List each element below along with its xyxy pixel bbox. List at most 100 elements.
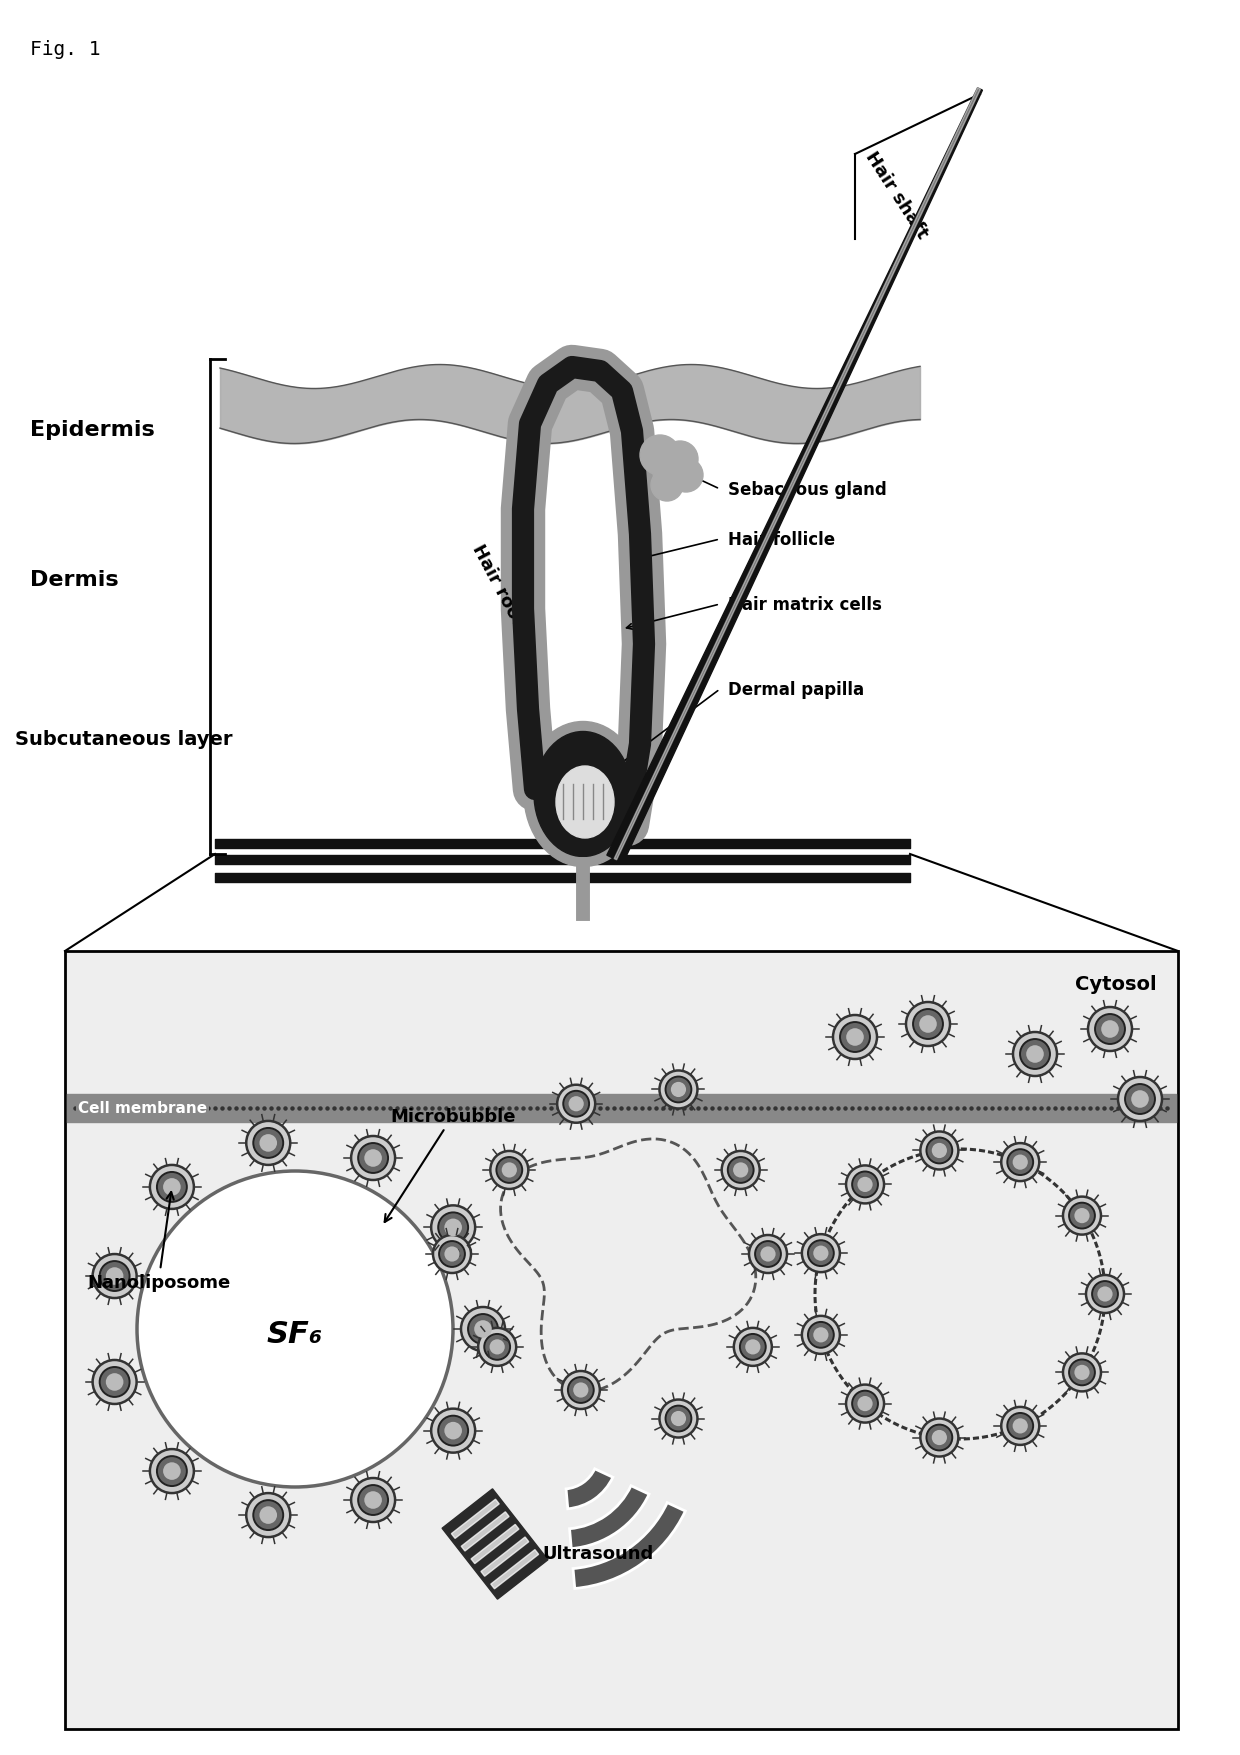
Circle shape xyxy=(164,1178,181,1197)
Circle shape xyxy=(496,1157,522,1183)
Circle shape xyxy=(1063,1353,1101,1392)
Circle shape xyxy=(749,1236,787,1274)
Circle shape xyxy=(438,1416,469,1446)
Text: Subcutaneous layer: Subcutaneous layer xyxy=(15,730,233,749)
Circle shape xyxy=(1027,1046,1044,1064)
Circle shape xyxy=(490,1151,528,1190)
Circle shape xyxy=(671,1411,686,1427)
Polygon shape xyxy=(451,1499,500,1539)
Circle shape xyxy=(920,1418,959,1457)
Circle shape xyxy=(1021,1039,1050,1069)
Circle shape xyxy=(722,1151,760,1190)
Circle shape xyxy=(670,458,703,493)
Polygon shape xyxy=(606,90,982,863)
Circle shape xyxy=(247,1494,290,1537)
Polygon shape xyxy=(64,951,1178,1729)
Circle shape xyxy=(485,1334,510,1360)
Circle shape xyxy=(808,1322,833,1348)
Circle shape xyxy=(1013,1032,1056,1076)
Circle shape xyxy=(568,1378,594,1402)
Text: Nanoliposome: Nanoliposome xyxy=(87,1192,231,1292)
Text: Dermal papilla: Dermal papilla xyxy=(728,681,864,698)
Circle shape xyxy=(813,1246,828,1262)
Circle shape xyxy=(846,1028,864,1046)
Text: Hair root: Hair root xyxy=(469,541,527,628)
Text: SF₆: SF₆ xyxy=(267,1320,324,1350)
Circle shape xyxy=(1074,1209,1090,1223)
Circle shape xyxy=(502,1162,517,1178)
Circle shape xyxy=(351,1135,396,1181)
Circle shape xyxy=(666,1078,692,1102)
Circle shape xyxy=(802,1316,839,1355)
Polygon shape xyxy=(481,1537,528,1576)
Circle shape xyxy=(157,1457,187,1486)
Circle shape xyxy=(913,1009,942,1039)
Circle shape xyxy=(1086,1276,1123,1313)
Circle shape xyxy=(1001,1144,1039,1181)
Circle shape xyxy=(93,1360,136,1404)
Circle shape xyxy=(755,1241,781,1267)
Circle shape xyxy=(733,1162,748,1178)
Wedge shape xyxy=(569,1486,649,1548)
Circle shape xyxy=(438,1213,469,1243)
Circle shape xyxy=(760,1246,775,1262)
Circle shape xyxy=(150,1165,193,1209)
Circle shape xyxy=(358,1485,388,1515)
Circle shape xyxy=(745,1339,760,1355)
Circle shape xyxy=(740,1334,766,1360)
Circle shape xyxy=(253,1501,283,1530)
Circle shape xyxy=(1069,1202,1095,1228)
Circle shape xyxy=(802,1234,839,1272)
Circle shape xyxy=(157,1172,187,1202)
Text: Cytosol: Cytosol xyxy=(1075,974,1157,993)
Polygon shape xyxy=(461,1511,510,1551)
Polygon shape xyxy=(614,90,981,860)
Circle shape xyxy=(1118,1078,1162,1121)
Wedge shape xyxy=(565,1469,613,1509)
Circle shape xyxy=(1007,1413,1033,1439)
Circle shape xyxy=(490,1339,505,1355)
Circle shape xyxy=(813,1327,828,1343)
Circle shape xyxy=(1101,1021,1118,1039)
Text: Ultrasound: Ultrasound xyxy=(542,1544,653,1562)
Circle shape xyxy=(365,1150,382,1167)
Circle shape xyxy=(433,1236,471,1274)
Circle shape xyxy=(931,1143,947,1158)
Circle shape xyxy=(358,1143,388,1174)
Circle shape xyxy=(444,1220,463,1237)
Circle shape xyxy=(439,1241,465,1267)
Text: Sebaceous gland: Sebaceous gland xyxy=(728,481,887,498)
Text: Microbubble: Microbubble xyxy=(384,1107,516,1221)
Text: Hair follicle: Hair follicle xyxy=(728,530,835,549)
Ellipse shape xyxy=(556,767,614,839)
Circle shape xyxy=(474,1320,492,1337)
Circle shape xyxy=(432,1409,475,1453)
Circle shape xyxy=(1095,1014,1125,1044)
Circle shape xyxy=(671,1083,686,1097)
Ellipse shape xyxy=(534,732,632,856)
Text: Hair shaft: Hair shaft xyxy=(862,147,931,242)
Circle shape xyxy=(1013,1155,1028,1171)
Circle shape xyxy=(563,1092,589,1116)
Circle shape xyxy=(660,1400,697,1437)
Circle shape xyxy=(259,1506,277,1523)
Circle shape xyxy=(136,1171,453,1486)
Circle shape xyxy=(1074,1365,1090,1379)
Circle shape xyxy=(365,1492,382,1509)
Circle shape xyxy=(653,455,691,491)
Wedge shape xyxy=(573,1502,686,1588)
Circle shape xyxy=(1092,1281,1118,1307)
Circle shape xyxy=(479,1329,516,1365)
Ellipse shape xyxy=(525,721,642,867)
Circle shape xyxy=(931,1430,947,1446)
Circle shape xyxy=(569,1097,584,1111)
Circle shape xyxy=(351,1478,396,1522)
Circle shape xyxy=(573,1383,589,1397)
Polygon shape xyxy=(491,1550,538,1588)
Circle shape xyxy=(150,1450,193,1494)
Circle shape xyxy=(444,1246,460,1262)
Circle shape xyxy=(920,1132,959,1171)
Circle shape xyxy=(1013,1418,1028,1434)
Circle shape xyxy=(662,442,698,477)
Circle shape xyxy=(461,1307,505,1351)
